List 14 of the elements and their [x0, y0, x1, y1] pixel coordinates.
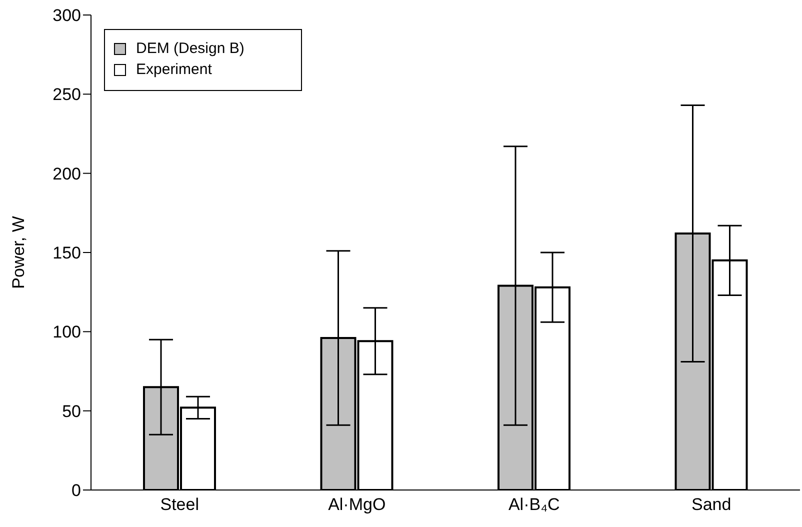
x-tick-label: Sand: [692, 495, 732, 514]
y-tick-label: 250: [52, 85, 81, 104]
y-tick-label: 150: [52, 244, 81, 263]
x-tick-label: Al·MgO: [328, 495, 386, 514]
legend-label: Experiment: [136, 61, 212, 78]
legend-label: DEM (Design B): [136, 40, 244, 57]
x-tick-label: Al·B₄C: [508, 495, 560, 514]
y-tick-label: 100: [52, 322, 81, 342]
y-tick-label: 200: [52, 164, 81, 184]
x-tick-label: Steel: [160, 495, 199, 514]
y-tick-label: 50: [62, 402, 81, 421]
y-axis-title: Power, W: [9, 216, 28, 289]
y-tick-label: 300: [52, 6, 81, 26]
y-tick-label: 0: [72, 481, 81, 500]
